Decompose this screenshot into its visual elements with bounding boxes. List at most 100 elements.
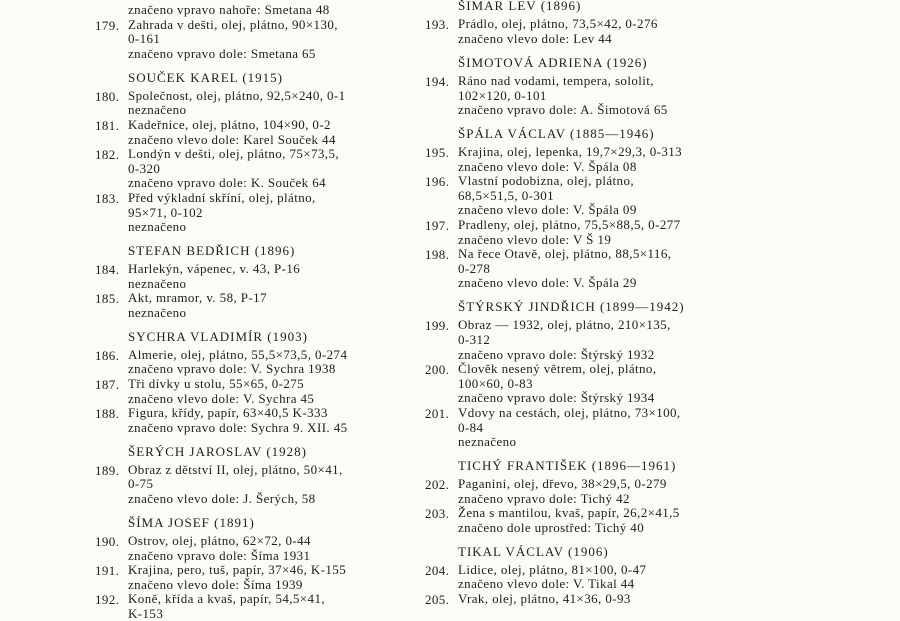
- catalog-entry: 203. Žena s mantilou, kvaš, papír, 26,2×4…: [425, 506, 755, 535]
- catalog-entry: značeno vpravo nahoře: Smetana 48: [95, 2, 425, 18]
- entry-number: 197.: [425, 218, 450, 234]
- entry-line: 0-84: [458, 419, 484, 435]
- artist-heading: TICHÝ FRANTIŠEK (1896—1961): [458, 458, 677, 474]
- catalog-entry: 205. Vrak, olej, plátno, 41×36, 0-93: [425, 591, 755, 608]
- artist-heading: ŠIMOTOVÁ ADRIENA (1926): [458, 54, 648, 70]
- entry-number: 205.: [425, 592, 450, 608]
- catalog-entry: 198. Na řece Otavě, olej, plátno, 88,5×11…: [425, 247, 755, 291]
- entry-line: Londýn v dešti, olej, plátno, 75×73,5,: [128, 146, 340, 162]
- entry-line: 0-278: [458, 260, 491, 276]
- artist-heading: ŠPÁLA VÁCLAV (1885—1946): [458, 126, 655, 142]
- entry-number: 200.: [425, 362, 450, 378]
- artist-heading: ŠIMAR LEV (1896): [458, 0, 582, 14]
- entry-line: značeno vlevo dole: V. Špála 09: [458, 202, 637, 218]
- entry-number: 195.: [425, 145, 450, 161]
- entry-line: 0-320: [128, 160, 161, 176]
- entry-line: Obraz z dětství II, olej, plátno, 50×41,: [128, 461, 343, 477]
- entry-number: 202.: [425, 477, 450, 493]
- entry-line: Na řece Otavě, olej, plátno, 88,5×116,: [458, 246, 672, 262]
- right-column: ŠIMAR LEV (1896) 193. Prádlo, olej, plátno…: [425, 0, 755, 607]
- entry-number: 191.: [95, 563, 120, 579]
- entry-line: Společnost, olej, plátno, 92,5×240, 0-1: [128, 87, 346, 103]
- entry-line: neznačeno: [128, 219, 187, 235]
- entry-line: značeno vpravo dole: A. Šimotová 65: [458, 102, 668, 118]
- catalog-entry: 196. Vlastní podobizna, olej, plátno, 68,5…: [425, 174, 755, 218]
- artist-heading: TIKAL VÁCLAV (1906): [458, 543, 609, 559]
- catalog-entry: 187. Tři dívky u stolu, 55×65, 0-275 znače…: [95, 376, 425, 406]
- entry-line: značeno vpravo dole: Štýrský 1932: [458, 346, 655, 362]
- entry-line: Člověk nesený větrem, olej, plátno,: [458, 361, 657, 377]
- entry-number: 204.: [425, 562, 450, 578]
- entry-number: 181.: [95, 117, 120, 133]
- entry-number: 180.: [95, 88, 120, 104]
- entry-line: Harlekýn, vápenec, v. 43, P-16: [128, 261, 301, 277]
- entry-line: značeno vlevo dole: V Š 19: [458, 231, 612, 247]
- catalog-entry: 193. Prádlo, olej, plátno, 73,5×42, 0-276…: [425, 17, 755, 46]
- entry-line: Obraz — 1932, olej, plátno, 210×135,: [458, 317, 671, 333]
- entry-line: značeno vlevo dole: Karel Souček 44: [128, 131, 336, 147]
- entry-number: 196.: [425, 174, 450, 190]
- entry-line: značeno vpravo dole: Smetana 65: [128, 45, 316, 61]
- artist-heading: SOUČEK KAREL (1915): [128, 69, 284, 85]
- catalog-entry: 190. Ostrov, olej, plátno, 62×72, 0-44 zna…: [95, 532, 425, 563]
- entry-number: 182.: [95, 147, 120, 163]
- entry-number: 187.: [95, 377, 120, 392]
- catalog-entry: 182. Londýn v dešti, olej, plátno, 75×73,…: [95, 147, 425, 191]
- entry-number: 179.: [95, 17, 120, 33]
- entry-line: značeno vpravo dole: Sychra 9. XII. 45: [128, 419, 348, 435]
- catalog-entry: 204. Lidice, olej, plátno, 81×100, 0-47 zn…: [425, 561, 755, 592]
- page: značeno vpravo nahoře: Smetana 48 179. Zah…: [95, 0, 684, 621]
- catalog-entry: 189. Obraz z dětství II, olej, plátno, 50…: [95, 461, 425, 507]
- entry-line: Akt, mramor, v. 58, P-17: [128, 290, 267, 306]
- catalog-entry: 183. Před výkladní skříní, olej, plátno, 9…: [95, 189, 425, 235]
- left-column: značeno vpravo nahoře: Smetana 48 179. Zah…: [95, 2, 425, 621]
- artist-heading: ŠTÝRSKÝ JINDŘICH (1899—1942): [458, 299, 685, 315]
- entry-number: 183.: [95, 190, 120, 206]
- entry-number: 189.: [95, 462, 120, 478]
- catalog-entry: 180. Společnost, olej, plátno, 92,5×240, …: [95, 87, 425, 118]
- entry-line: Figura, křídy, papír, 63×40,5 K-333: [128, 405, 328, 421]
- entry-number: 193.: [425, 17, 450, 33]
- entry-line: značeno vpravo dole: V. Sychra 1938: [128, 361, 336, 377]
- catalog-entry: 181. Kadeřnice, olej, plátno, 104×90, 0-2…: [95, 117, 425, 147]
- entry-line: značeno vlevo dole: Lev 44: [458, 30, 613, 46]
- catalog-entry: 179. Zahrada v dešti, olej, plátno, 90×13…: [95, 16, 425, 62]
- entry-line: značeno vpravo dole: Štýrský 1934: [458, 390, 655, 406]
- entry-line: Žena s mantilou, kvaš, papír, 26,2×41,5: [458, 505, 680, 521]
- entry-line: neznačeno: [128, 275, 187, 291]
- entry-line: značeno vpravo dole: Tichý 42: [458, 490, 630, 506]
- entry-number: 194.: [425, 73, 450, 89]
- entry-number: 185.: [95, 291, 120, 307]
- artist-heading: ŠERÝCH JAROSLAV (1928): [128, 443, 307, 459]
- entry-line: Krajina, olej, lepenka, 19,7×29,3, 0-313: [458, 144, 683, 160]
- entry-number: 203.: [425, 506, 450, 522]
- entry-line: značeno vlevo dole: Šíma 1939: [128, 576, 303, 592]
- catalog-entry: 195. Krajina, olej, lepenka, 19,7×29,3, 0…: [425, 144, 755, 174]
- artist-heading: STEFAN BEDŘICH (1896): [128, 243, 296, 259]
- entry-line: značeno vpravo nahoře: Smetana 48: [128, 2, 330, 17]
- catalog-entry: 201. Vdovy na cestách, olej, plátno, 73×1…: [425, 404, 755, 450]
- entry-line: značeno vlevo dole: V. Špála 29: [458, 275, 637, 291]
- entry-number: 188.: [95, 406, 120, 422]
- entry-line: neznačeno: [128, 304, 187, 320]
- catalog-entry: 184. Harlekýn, vápenec, v. 43, P-16 neznač…: [95, 261, 425, 291]
- entry-number: 186.: [95, 347, 120, 363]
- catalog-entry: 192. Koně, křída a kvaš, papír, 54,5×41, K…: [95, 592, 425, 621]
- entry-number: 199.: [425, 318, 450, 334]
- entry-line: 100×60, 0-83: [458, 375, 533, 391]
- entry-number: 198.: [425, 247, 450, 263]
- entry-line: 0-312: [458, 332, 491, 347]
- entry-line: Almerie, olej, plátno, 55,5×73,5, 0-274: [128, 346, 348, 362]
- entry-line: Vlastní podobizna, olej, plátno,: [458, 173, 634, 189]
- catalog-entry: 188. Figura, křídy, papír, 63×40,5 K-333 z…: [95, 406, 425, 435]
- entry-line: značeno vlevo dole: V. Špála 08: [458, 158, 637, 174]
- entry-number: 192.: [95, 592, 120, 608]
- entry-line: značeno vpravo dole: Šíma 1931: [128, 547, 311, 563]
- entry-line: Pradleny, olej, plátno, 75,5×88,5, 0-277: [458, 217, 681, 233]
- catalog-entry: 191. Krajina, pero, tuš, papír, 37×46, K-…: [95, 562, 425, 592]
- entry-line: Zahrada v dešti, olej, plátno, 90×130,: [128, 16, 338, 32]
- entry-line: Vdovy na cestách, olej, plátno, 73×100,: [458, 404, 681, 420]
- entry-line: Ostrov, olej, plátno, 62×72, 0-44: [128, 532, 311, 548]
- entry-line: Lidice, olej, plátno, 81×100, 0-47: [458, 561, 647, 577]
- entry-line: Před výkladní skříní, olej, plátno,: [128, 189, 316, 205]
